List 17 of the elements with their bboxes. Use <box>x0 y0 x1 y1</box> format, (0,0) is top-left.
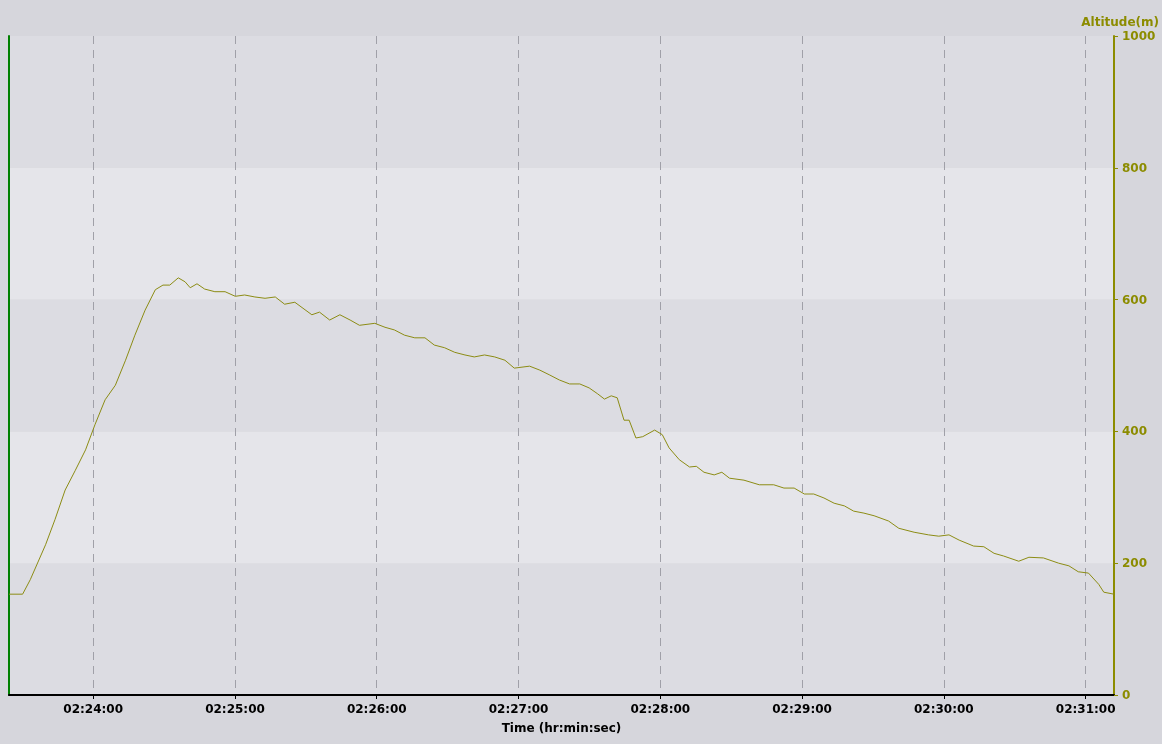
x-tick-label: 02:24:00 <box>63 702 124 716</box>
x-tick-label: 02:27:00 <box>488 702 549 716</box>
y-tick-label: 0 <box>1122 688 1131 702</box>
y-tick-label: 800 <box>1122 160 1148 175</box>
y-tick-label: 400 <box>1122 424 1148 439</box>
y-tick-label: 600 <box>1122 292 1148 307</box>
x-tick-label: 02:26:00 <box>346 702 407 716</box>
x-tick-label: 02:25:00 <box>205 702 265 716</box>
y-tick-label: 200 <box>1122 556 1148 571</box>
line-series <box>8 277 1115 595</box>
x-tick-label: 02:28:00 <box>630 702 691 716</box>
x-tick-label: 02:29:00 <box>772 702 832 716</box>
x-tick-label: 02:31:00 <box>1055 702 1116 716</box>
y-axis-title: Altitude(m) <box>1081 15 1159 29</box>
x-axis-title: Time (hr:min:sec) <box>501 721 622 735</box>
y-tick-label: 1000 <box>1122 29 1156 43</box>
x-tick-label: 02:30:00 <box>914 702 974 716</box>
